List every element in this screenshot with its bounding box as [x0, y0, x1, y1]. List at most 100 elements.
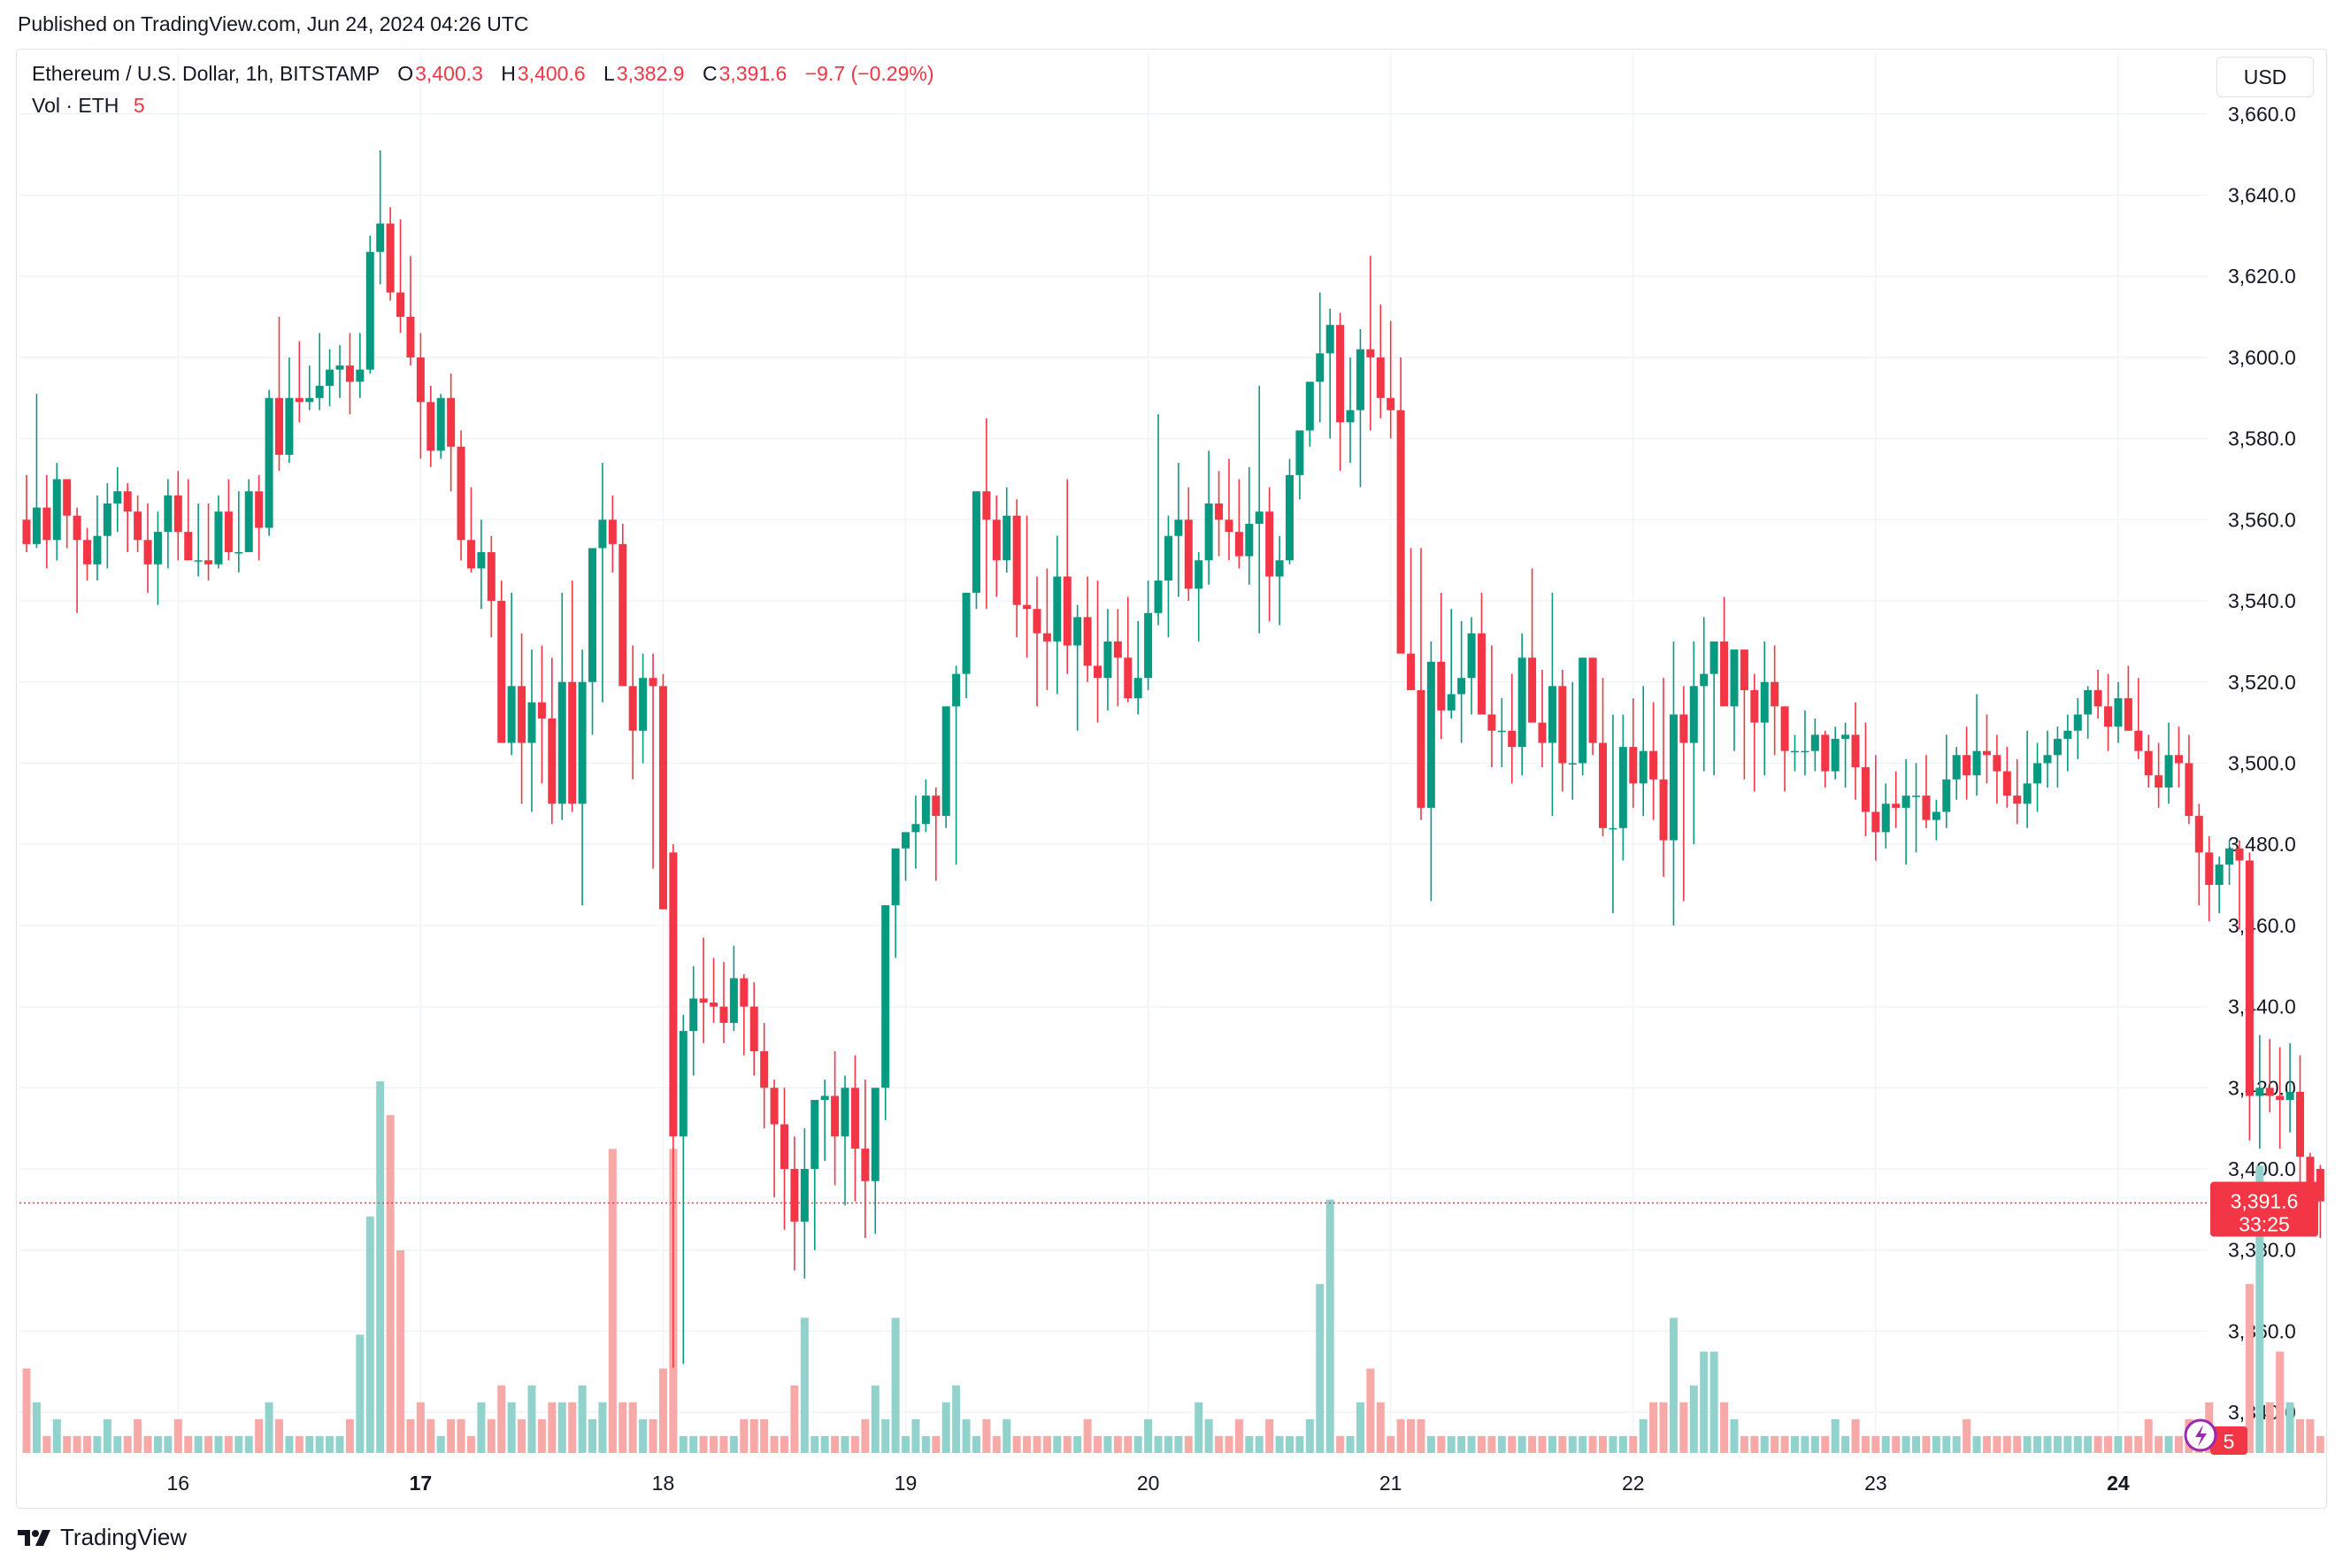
volume-bar [2104, 1435, 2113, 1453]
x-tick-label: 22 [1622, 1472, 1645, 1495]
volume-bar [568, 1402, 577, 1453]
candle-body [1083, 617, 1092, 666]
last-price-tag[interactable] [2210, 1181, 2318, 1237]
candle-body [1447, 694, 1456, 711]
volume-tag-value: 5 [2224, 1430, 2235, 1453]
candle-body [2164, 755, 2173, 788]
volume-bar [22, 1368, 31, 1453]
volume-bar [932, 1435, 941, 1453]
candle-body [1063, 576, 1072, 646]
candle-body [2002, 771, 2011, 796]
volume-bar [699, 1435, 708, 1453]
candle-body [1517, 657, 1526, 748]
volume-bar [2134, 1435, 2143, 1453]
volume-bar [1639, 1418, 1648, 1453]
candle-body [527, 702, 536, 743]
symbol-legend[interactable]: Ethereum / U.S. Dollar, 1h, BITSTAMP O3,… [32, 62, 934, 86]
candle-body [1376, 357, 1385, 398]
open-label: O [397, 62, 414, 85]
currency-button[interactable]: USD [2216, 57, 2314, 97]
candle-body [255, 491, 264, 528]
candle-body [1558, 686, 1567, 764]
candle-body [2114, 698, 2123, 727]
candle-body [568, 681, 577, 804]
volume-bar [386, 1115, 395, 1453]
volume-bar [588, 1418, 597, 1453]
candle-body [1801, 750, 1809, 753]
volume-bar [2063, 1435, 2072, 1453]
volume-bar [831, 1435, 840, 1453]
volume-bar [1053, 1435, 1062, 1453]
volume-bar [1740, 1435, 1748, 1453]
candle-body [1234, 532, 1243, 557]
volume-bar [952, 1385, 961, 1453]
volume-bar [891, 1318, 900, 1453]
published-line: Published on TradingView.com, Jun 24, 20… [18, 12, 529, 35]
volume-bar [173, 1418, 182, 1453]
candle-body [2285, 1091, 2294, 1101]
candle-body [63, 479, 72, 516]
volume-bar [1851, 1418, 1860, 1453]
candle-body [335, 365, 344, 370]
volume-bar [1477, 1435, 1486, 1453]
candle-body [1487, 714, 1496, 731]
candle-body [1528, 657, 1537, 723]
candle-body [2093, 689, 2102, 707]
candle-body [123, 491, 132, 512]
candle-body [1457, 678, 1466, 695]
volume-tag[interactable] [2210, 1426, 2247, 1455]
x-tick-label: 17 [410, 1472, 433, 1495]
volume-bar [1892, 1435, 1901, 1453]
volume-bar [1952, 1435, 1961, 1453]
y-tick-label: 3,560.0 [2228, 508, 2296, 531]
candle-body [831, 1095, 840, 1137]
volume-bar [406, 1418, 415, 1453]
close-label: C [702, 62, 718, 85]
volume-bar [42, 1435, 51, 1453]
candle-body [1851, 734, 1860, 768]
volume-bar [2174, 1435, 2183, 1453]
x-tick-label: 19 [895, 1472, 918, 1495]
candle-body [1771, 681, 1779, 707]
symbol-name[interactable]: Ethereum / U.S. Dollar, 1h, BITSTAMP [32, 62, 380, 85]
candle-body [2194, 816, 2203, 853]
volume-bar [295, 1435, 303, 1453]
last-price-value: 3,391.6 [2231, 1190, 2299, 1213]
candle-body [1982, 750, 1991, 756]
volume-bar [2276, 1351, 2285, 1453]
volume-bar [1649, 1402, 1658, 1453]
volume-bar [83, 1435, 92, 1453]
candle-body [487, 552, 495, 602]
volume-bar [548, 1402, 557, 1453]
volume-bar [487, 1418, 495, 1453]
volume-bar [790, 1385, 799, 1453]
candle-body [982, 491, 991, 520]
candle-body [113, 491, 122, 503]
volume-bar [1133, 1435, 1142, 1453]
volume-bar [164, 1435, 173, 1453]
volume-bar [1113, 1435, 1122, 1453]
volume-bar [2002, 1435, 2011, 1453]
candle-body [749, 1006, 758, 1052]
candle-body [1740, 649, 1748, 690]
volume-bar [1579, 1435, 1587, 1453]
candle-body [1972, 750, 1981, 776]
volume-bar [477, 1402, 486, 1453]
candle-body [194, 560, 203, 562]
candle-body [1113, 641, 1122, 658]
volume-legend[interactable]: Vol · ETH 5 [32, 94, 145, 118]
x-tick-label: 20 [1137, 1472, 1160, 1495]
volume-bar [73, 1435, 81, 1453]
candle-body [790, 1169, 799, 1222]
candle-body [2104, 706, 2113, 727]
volume-bar [1234, 1418, 1243, 1453]
candle-body [1275, 560, 1284, 577]
volume-bar [1184, 1435, 1193, 1453]
volume-bar [1942, 1435, 1951, 1453]
volume-bar [1316, 1284, 1325, 1453]
volume-bar [921, 1435, 930, 1453]
candle-body [1094, 665, 1102, 679]
volume-label[interactable]: Vol · ETH [32, 94, 119, 117]
chart-frame [16, 49, 2327, 1509]
